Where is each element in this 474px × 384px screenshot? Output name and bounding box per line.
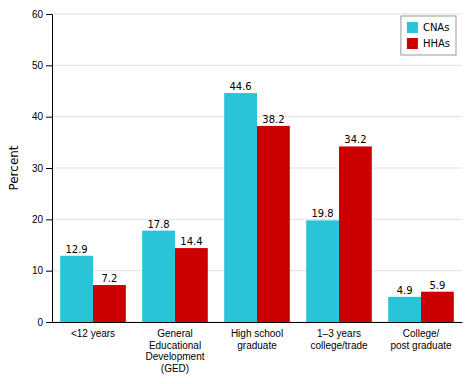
bar — [175, 248, 208, 322]
y-tick: 20 — [32, 214, 52, 225]
legend-label: CNAs — [423, 22, 450, 33]
y-tick-label: 30 — [32, 163, 44, 174]
x-tick-label-line: 1–3 years — [317, 328, 361, 339]
x-tick: <12 years — [71, 328, 115, 339]
y-tick-mark — [46, 271, 52, 272]
legend-item: HHAs — [407, 38, 450, 50]
x-axis: <12 years GeneralEducationalDevelopment(G… — [53, 323, 463, 374]
legend-label: HHAs — [423, 38, 450, 49]
x-tick-label-line: High school — [231, 328, 283, 339]
legend-item: CNAs — [407, 22, 450, 34]
x-tick: 1–3 yearscollege/trade — [310, 328, 368, 351]
x-tick-label: High schoolgraduate — [231, 328, 283, 351]
y-tick-mark — [46, 14, 52, 15]
grid — [52, 14, 462, 322]
bar — [257, 126, 290, 322]
y-axis: 0 10 20 30 40 50 60 — [32, 9, 53, 328]
y-tick: 60 — [32, 9, 52, 20]
data-label: 7.2 — [101, 273, 117, 284]
grid-line — [52, 14, 462, 15]
bar — [339, 146, 372, 322]
x-tick-label-line: post graduate — [390, 340, 452, 351]
x-tick-label-line: Development — [146, 351, 205, 362]
y-tick: 30 — [32, 163, 52, 174]
y-tick-mark — [46, 65, 52, 66]
y-tick-label: 0 — [37, 317, 43, 328]
y-tick-mark — [46, 168, 52, 169]
data-label: 5.9 — [429, 280, 445, 291]
bar — [142, 231, 175, 322]
data-label: 19.8 — [311, 208, 333, 219]
data-label: 44.6 — [229, 81, 251, 92]
bars — [60, 93, 454, 322]
y-tick-mark — [46, 117, 52, 118]
x-tick-label: College/post graduate — [390, 328, 452, 351]
y-axis-title: Percent — [7, 145, 21, 190]
y-tick: 50 — [32, 60, 52, 71]
data-labels: 12.9 17.8 44.6 19.8 4.9 7.2 14.4 38.2 34.2 5.9 — [65, 81, 445, 296]
data-label: 38.2 — [262, 114, 284, 125]
bar — [224, 93, 257, 322]
x-tick-label-line: college/trade — [310, 340, 368, 351]
chart: 12.9 17.8 44.6 19.8 4.9 7.2 14.4 38.2 34.2 5.9 0 10… — [0, 0, 474, 384]
x-tick: High schoolgraduate — [231, 328, 283, 351]
y-tick: 0 — [37, 317, 52, 328]
x-tick-label: GeneralEducationalDevelopment(GED) — [146, 328, 205, 374]
y-tick: 40 — [32, 111, 52, 122]
x-tick-label-line: General — [157, 328, 193, 339]
bar — [60, 256, 93, 322]
y-tick: 10 — [32, 265, 52, 276]
x-tick-label-line: College/ — [403, 328, 440, 339]
x-tick-label: <12 years — [71, 328, 115, 339]
x-tick-label-line: (GED) — [161, 363, 189, 374]
data-label: 4.9 — [397, 285, 413, 296]
bar — [388, 297, 421, 322]
y-tick-label: 60 — [32, 9, 44, 20]
legend-box — [401, 16, 456, 55]
legend: CNAs HHAs — [401, 16, 456, 55]
y-tick-mark — [46, 322, 52, 323]
legend-swatch — [407, 38, 418, 49]
x-tick-label: 1–3 yearscollege/trade — [310, 328, 368, 351]
plot: 12.9 17.8 44.6 19.8 4.9 7.2 14.4 38.2 34.2 5.9 0 10… — [32, 9, 463, 374]
x-tick-label-line: Educational — [149, 340, 201, 351]
y-tick-label: 50 — [32, 60, 44, 71]
y-tick-label: 10 — [32, 265, 44, 276]
y-tick-label: 40 — [32, 111, 44, 122]
bar — [306, 220, 339, 322]
x-tick: GeneralEducationalDevelopment(GED) — [146, 328, 205, 374]
data-label: 12.9 — [65, 244, 87, 255]
x-axis-line — [53, 322, 463, 323]
data-label: 14.4 — [180, 236, 202, 247]
y-tick-mark — [46, 219, 52, 220]
data-label: 17.8 — [147, 219, 169, 230]
x-tick-label-line: <12 years — [71, 328, 115, 339]
x-tick: College/post graduate — [390, 328, 452, 351]
data-label: 34.2 — [344, 134, 366, 145]
legend-swatch — [407, 22, 418, 33]
bar — [93, 285, 126, 322]
y-axis-line — [46, 15, 53, 323]
bar — [421, 292, 454, 322]
y-tick-label: 20 — [32, 214, 44, 225]
x-tick-label-line: graduate — [237, 340, 277, 351]
grid-line — [52, 65, 462, 66]
